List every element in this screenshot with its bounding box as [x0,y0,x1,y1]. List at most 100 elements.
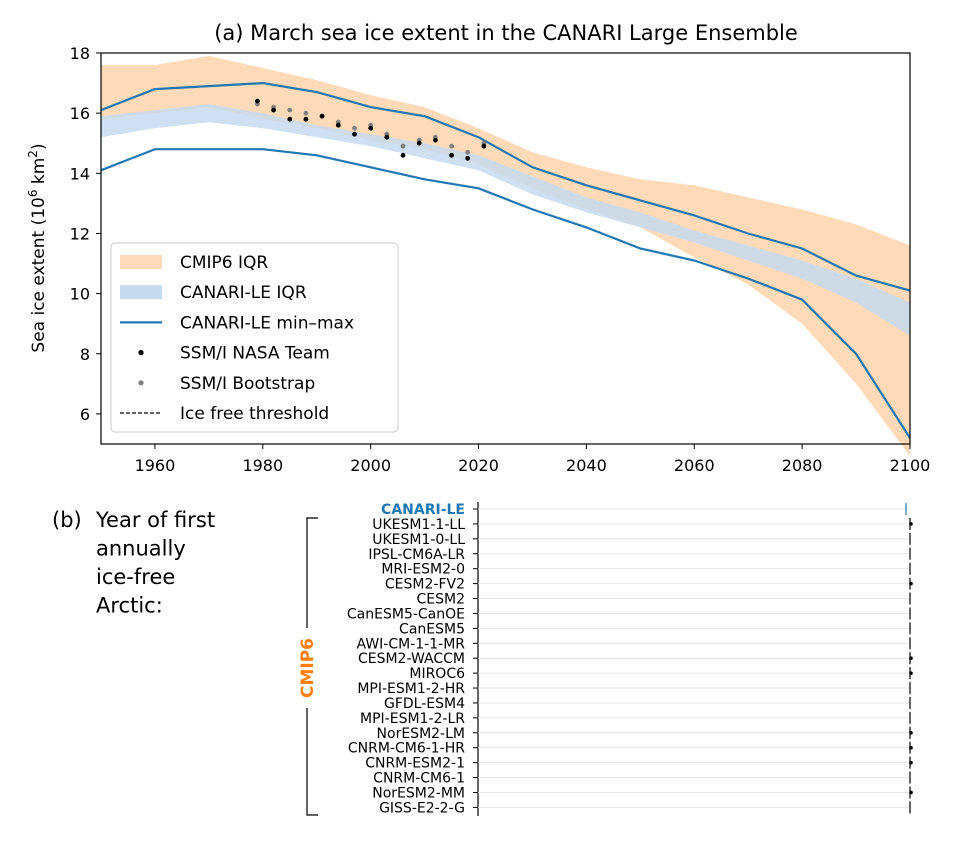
model-label: MIROC6 [409,666,465,682]
y-tick-label: 14 [70,164,90,183]
model-label: NorESM2-MM [372,785,465,801]
legend-label: SSM/I Bootstrap [180,374,315,394]
legend-label: CANARI-LE min–max [180,313,354,333]
model-label: CNRM-CM6-1-HR [348,741,465,757]
model-label: UKESM1-1-LL [372,517,465,533]
nasa-team-dot [303,116,309,122]
bootstrap-dot [303,110,309,116]
legend-swatch [120,255,162,269]
canari-max-line [100,81,911,292]
nasa-team-dot [384,134,390,140]
member-dot [909,731,913,735]
nasa-team-dot [400,152,406,158]
nasa-team-dot [255,98,260,104]
nasa-team-dot [335,122,341,128]
x-tick-label: 2020 [458,456,499,475]
bootstrap-dot [449,143,454,149]
legend-swatch [120,285,162,300]
panel-b-title-line: ice-free [96,565,175,589]
y-tick-label: 10 [70,285,90,304]
y-axis-label: Sea ice extent (106 km2) [26,143,49,352]
x-tick-label: 2080 [782,456,823,475]
y-tick-label: 8 [80,345,90,364]
model-label: CESM2-WACCM [358,651,465,667]
bootstrap-dot [352,125,357,131]
member-dot [909,671,913,675]
legend-label: CMIP6 IQR [180,253,268,273]
x-tick-label: 2040 [566,456,607,475]
member-dot [909,581,913,586]
y-tick-label: 18 [70,44,90,63]
legend-swatch [138,380,144,386]
model-label: IPSL-CM6A-LR [368,547,465,563]
nasa-team-dot [319,113,325,119]
series-lines [100,81,911,439]
bracket-label-bg [296,628,318,708]
legend-box [110,242,399,433]
model-rows: CANARI-LEUKESM1-1-LLUKESM1-0-LLIPSL-CM6A… [347,502,913,816]
cmip6-group-label: CMIP6 [298,638,318,698]
y-axis-label-close: ) [29,143,49,150]
nasa-team-dot [465,155,471,161]
y-tick-label: 16 [70,104,90,123]
x-tick-label: 2060 [674,456,715,475]
plot-frame-a [100,52,911,445]
chart-title-a: (a) March sea ice extent in the CANARI L… [214,21,798,45]
nasa-team-dot [352,131,357,137]
y-axis-label-main: Sea ice extent (10 [29,197,49,352]
member-dot [909,760,913,765]
model-label: CESM2 [417,592,466,608]
model-label: MPI-ESM1-2-LR [360,711,465,727]
member-dot [909,656,913,660]
y-axis: 6 8 10 12 14 16 18 [70,44,101,424]
panel-b-chart: (b) Year of first annually ice-free Arctic:… [52,502,913,816]
bootstrap-dot [465,149,471,155]
x-axis: 1960 1980 2000 2020 2040 2060 2080 2100 [135,444,931,475]
nasa-team-dot [449,152,454,158]
model-label: GFDL-ESM4 [384,696,465,712]
member-dot [909,745,913,750]
legend-label: Ice free threshold [180,404,329,424]
y-axis-label-sup: 6 [26,189,40,197]
nasa-team-dot [368,125,374,131]
model-label: CANARI-LE [381,502,465,518]
model-label: UKESM1-0-LL [372,532,465,548]
member-dot [909,790,913,795]
canari-min-line [100,148,911,439]
model-label: CanESM5-CanOE [347,606,465,622]
nasa-team-dot [433,137,438,143]
member-dot [909,522,913,526]
model-label: NorESM2-LM [377,726,465,742]
model-label: MPI-ESM1-2-HR [357,681,465,697]
y-tick-label: 6 [80,405,90,424]
nasa-team-dot [287,116,293,122]
x-tick-label: 1960 [135,456,176,475]
nasa-team-dot [416,140,422,146]
observation-dots [255,98,487,161]
model-label: AWI-CM-1-1-MR [357,636,466,652]
series-fills [101,56,910,456]
x-tick-label: 1980 [242,456,283,475]
panel-b-title-line: Arctic: [96,594,163,618]
cmip6-bracket: CMIP6 [296,517,318,816]
bootstrap-dot [287,107,293,113]
legend-label: SSM/I NASA Team [180,344,330,364]
model-label: MRI-ESM2-0 [381,562,465,578]
model-label: CESM2-FV2 [385,577,465,593]
panel-a-chart: (a) March sea ice extent in the CANARI L… [26,21,930,475]
panel-b-title-line: Year of first [95,508,215,532]
panel-b-title-line: annually [96,537,186,561]
model-label: GISS-E2-2-G [379,800,465,816]
panel-b-label: (b) [52,508,82,532]
model-label: CNRM-CM6-1 [373,771,465,787]
legend-swatch [138,350,144,356]
y-axis-label-sup2: 2 [26,150,40,158]
y-axis-label-unit: km [29,158,49,190]
legend-label: CANARI-LE IQR [180,283,307,303]
panel-b-title: Year of first annually ice-free Arctic: [95,508,215,618]
y-tick-label: 12 [70,224,90,243]
x-tick-label: 2100 [890,456,931,475]
nasa-team-dot [481,143,487,149]
x-tick-label: 2000 [350,456,391,475]
